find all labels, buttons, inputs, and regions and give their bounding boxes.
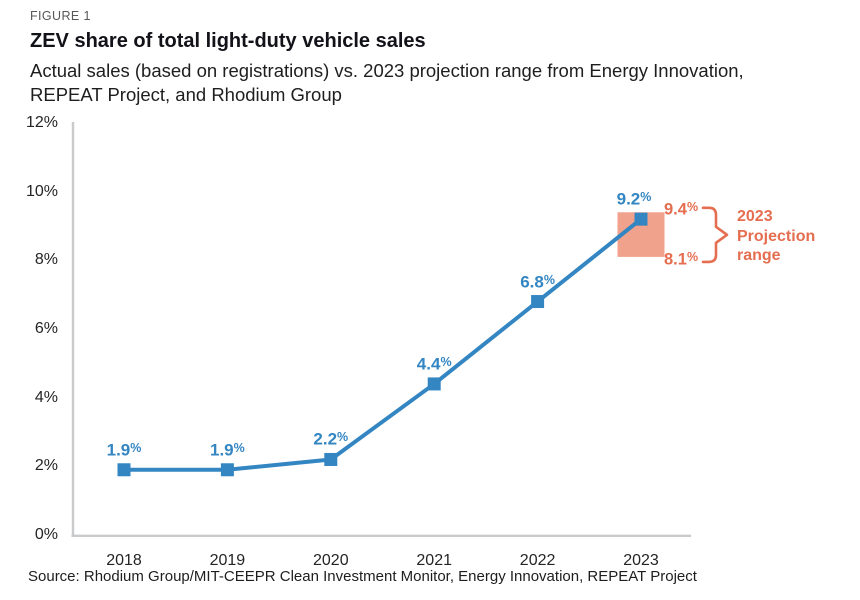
y-tick-label: 0%: [34, 526, 58, 543]
y-tick-label: 4%: [34, 388, 58, 406]
data-point-label: 4.4%: [416, 354, 452, 374]
data-point-label: 2.2%: [313, 429, 349, 449]
x-tick-label: 2018: [106, 552, 142, 569]
subtitle-line-1: Actual sales (based on registrations) vs…: [30, 60, 744, 81]
data-point-marker: [634, 212, 648, 226]
y-tick-label: 8%: [34, 251, 58, 269]
data-point-label: 1.9%: [106, 440, 142, 460]
data-point-marker: [220, 463, 234, 477]
figure-label: FIGURE 1: [30, 9, 91, 23]
projection-bracket: [701, 206, 729, 264]
data-point-marker: [427, 377, 441, 391]
x-tick-label: 2020: [313, 552, 349, 569]
y-tick-label: 10%: [25, 182, 58, 200]
y-tick-label: 6%: [34, 320, 58, 337]
chart-title: ZEV share of total light-duty vehicle sa…: [30, 30, 426, 52]
x-tick-label: 2019: [209, 552, 246, 569]
source-note: Source: Rhodium Group/MIT-CEEPR Clean In…: [28, 568, 697, 585]
data-point-marker: [117, 463, 131, 477]
x-tick-label: 2023: [623, 552, 659, 569]
data-point-marker: [324, 452, 338, 466]
data-point-marker: [531, 295, 545, 309]
projection-low-label: 8.1%: [664, 249, 699, 269]
data-point-label: 9.2%: [616, 189, 652, 209]
data-point-label: 1.9%: [210, 440, 245, 460]
y-tick-label: 2%: [34, 457, 58, 475]
x-tick-label: 2021: [416, 552, 452, 569]
series-line: [124, 217, 643, 472]
projection-high-label: 9.4%: [664, 200, 699, 219]
x-tick-label: 2022: [519, 552, 556, 569]
projection-range-annotation: 2023 Projection range: [737, 208, 816, 264]
subtitle-line-2: REPEAT Project, and Rhodium Group: [30, 84, 342, 105]
y-tick-label: 12%: [25, 114, 58, 131]
data-point-label: 6.8%: [520, 272, 555, 292]
chart-subtitle: Actual sales (based on registrations) vs…: [30, 59, 744, 107]
